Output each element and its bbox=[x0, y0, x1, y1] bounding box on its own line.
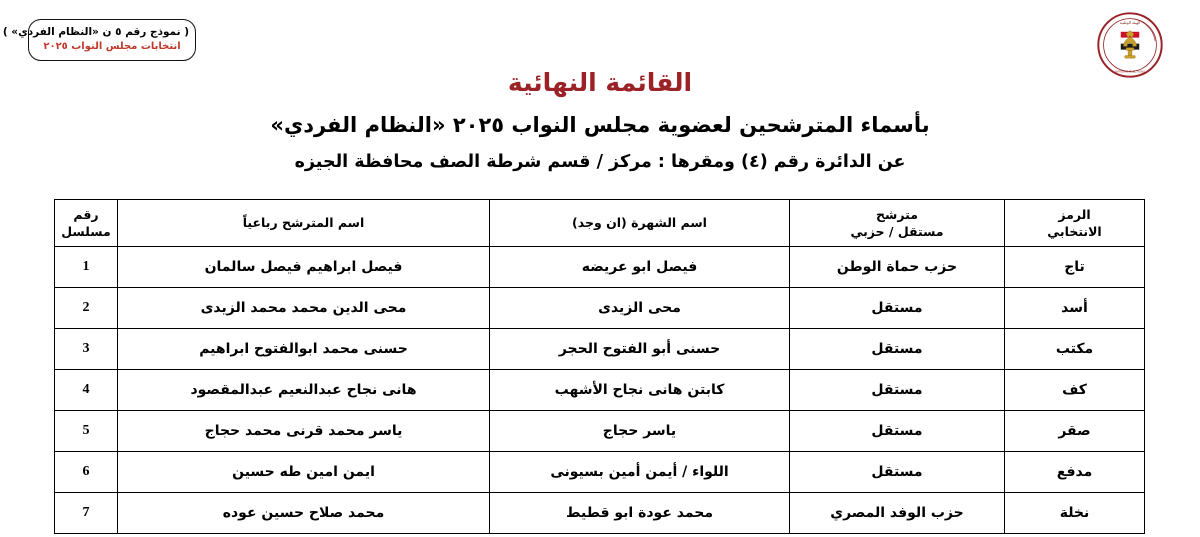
cell-party-status: مستقل bbox=[789, 410, 1005, 452]
cell-electoral-symbol: مكتب bbox=[1004, 328, 1145, 370]
cell-sequence-number: 2 bbox=[54, 287, 118, 329]
table-row: أسد مستقل محى الزيدى محى الدين محمد محمد… bbox=[54, 287, 1145, 329]
table-row: صقر مستقل ياسر حجاج ياسر محمد قرنى محمد … bbox=[54, 410, 1145, 452]
district-line: عن الدائرة رقم (٤) ومقرها : مركز / قسم ش… bbox=[294, 152, 906, 172]
cell-nickname: ياسر حجاج bbox=[489, 410, 790, 452]
candidates-table-container: الرمز الانتخابي مترشح مستقل / حزبي اسم ا… bbox=[54, 199, 1145, 534]
cell-electoral-symbol: نخلة bbox=[1004, 492, 1145, 534]
cell-nickname: محمد عودة ابو قطيط bbox=[489, 492, 790, 534]
cell-full-name: ياسر محمد قرنى محمد حجاج bbox=[117, 410, 490, 452]
cell-electoral-symbol: تاج bbox=[1004, 246, 1145, 288]
candidates-table: الرمز الانتخابي مترشح مستقل / حزبي اسم ا… bbox=[54, 199, 1145, 534]
cell-nickname: محى الزيدى bbox=[489, 287, 790, 329]
column-header-sequence-number-line1: رقم bbox=[73, 206, 99, 222]
table-header: الرمز الانتخابي مترشح مستقل / حزبي اسم ا… bbox=[54, 199, 1145, 247]
column-header-party-status-line2: مستقل / حزبي bbox=[850, 224, 944, 239]
cell-full-name: فيصل ابراهيم فيصل سالمان bbox=[117, 246, 490, 288]
national-elections-authority-seal-icon: الهيئة الوطنية NATIONAL ELECTIONS bbox=[1097, 12, 1163, 78]
cell-electoral-symbol: أسد bbox=[1004, 287, 1145, 329]
cell-full-name: حسنى محمد ابوالفتوح ابراهيم bbox=[117, 328, 490, 370]
column-header-electoral-symbol: الرمز الانتخابي bbox=[1004, 199, 1145, 247]
cell-nickname: حسنى أبو الفتوح الحجر bbox=[489, 328, 790, 370]
column-header-sequence-number-line2: مسلسل bbox=[61, 224, 111, 239]
cell-party-status: حزب الوفد المصري bbox=[789, 492, 1005, 534]
table-row: مدفع مستقل اللواء / أيمن أمين بسيونى ايم… bbox=[54, 451, 1145, 493]
cell-sequence-number: 1 bbox=[54, 246, 118, 288]
cell-full-name: محى الدين محمد محمد الزيدى bbox=[117, 287, 490, 329]
election-name-text: انتخابات مجلس النواب ٢٠٢٥ bbox=[43, 41, 181, 53]
cell-nickname: اللواء / أيمن أمين بسيونى bbox=[489, 451, 790, 493]
column-header-electoral-symbol-line1: الرمز bbox=[1058, 206, 1091, 222]
table-row: تاج حزب حماة الوطن فيصل ابو عريضه فيصل ا… bbox=[54, 246, 1145, 288]
svg-text:NATIONAL ELECTIONS: NATIONAL ELECTIONS bbox=[1115, 70, 1145, 74]
page-subtitle: بأسماء المترشحين لعضوية مجلس النواب ٢٠٢٥… bbox=[270, 113, 930, 137]
column-header-party-status-line1: مترشح bbox=[876, 206, 918, 222]
svg-text:الهيئة الوطنية: الهيئة الوطنية bbox=[1120, 21, 1140, 25]
column-header-party-status: مترشح مستقل / حزبي bbox=[789, 199, 1005, 247]
cell-nickname: كابتن هانى نجاح الأشهب bbox=[489, 369, 790, 411]
column-header-full-name: اسم المترشح رباعياً bbox=[117, 199, 490, 247]
cell-full-name: محمد صلاح حسين عوده bbox=[117, 492, 490, 534]
table-header-row: الرمز الانتخابي مترشح مستقل / حزبي اسم ا… bbox=[54, 199, 1145, 247]
cell-electoral-symbol: مدفع bbox=[1004, 451, 1145, 493]
column-header-electoral-symbol-line2: الانتخابي bbox=[1047, 224, 1102, 239]
cell-electoral-symbol: كف bbox=[1004, 369, 1145, 411]
cell-party-status: مستقل bbox=[789, 328, 1005, 370]
form-number-stamp: ( نموذج رقم ٥ ن «النظام الفردي» ) انتخاب… bbox=[2, 19, 196, 61]
table-row: كف مستقل كابتن هانى نجاح الأشهب هانى نجا… bbox=[54, 369, 1145, 411]
cell-sequence-number: 6 bbox=[54, 451, 118, 493]
cell-sequence-number: 3 bbox=[54, 328, 118, 370]
cell-sequence-number: 7 bbox=[54, 492, 118, 534]
document-top-bar: ( نموذج رقم ٥ ن «النظام الفردي» ) انتخاب… bbox=[0, 0, 1200, 80]
column-header-sequence-number: رقم مسلسل bbox=[54, 199, 118, 247]
cell-sequence-number: 4 bbox=[54, 369, 118, 411]
cell-party-status: مستقل bbox=[789, 287, 1005, 329]
table-row: مكتب مستقل حسنى أبو الفتوح الحجر حسنى مح… bbox=[54, 328, 1145, 370]
cell-full-name: ايمن امين طه حسين bbox=[117, 451, 490, 493]
cell-nickname: فيصل ابو عريضه bbox=[489, 246, 790, 288]
table-body: تاج حزب حماة الوطن فيصل ابو عريضه فيصل ا… bbox=[54, 246, 1145, 534]
page-title: القائمة النهائية bbox=[507, 68, 693, 97]
cell-full-name: هانى نجاح عبدالنعيم عبدالمقصود bbox=[117, 369, 490, 411]
cell-sequence-number: 5 bbox=[54, 410, 118, 452]
column-header-nickname: اسم الشهرة (ان وجد) bbox=[489, 199, 790, 247]
table-row: نخلة حزب الوفد المصري محمد عودة ابو قطيط… bbox=[54, 492, 1145, 534]
form-number-text: ( نموذج رقم ٥ ن «النظام الفردي» ) bbox=[2, 26, 189, 38]
cell-party-status: حزب حماة الوطن bbox=[789, 246, 1005, 288]
cell-electoral-symbol: صقر bbox=[1004, 410, 1145, 452]
cell-party-status: مستقل bbox=[789, 451, 1005, 493]
cell-party-status: مستقل bbox=[789, 369, 1005, 411]
